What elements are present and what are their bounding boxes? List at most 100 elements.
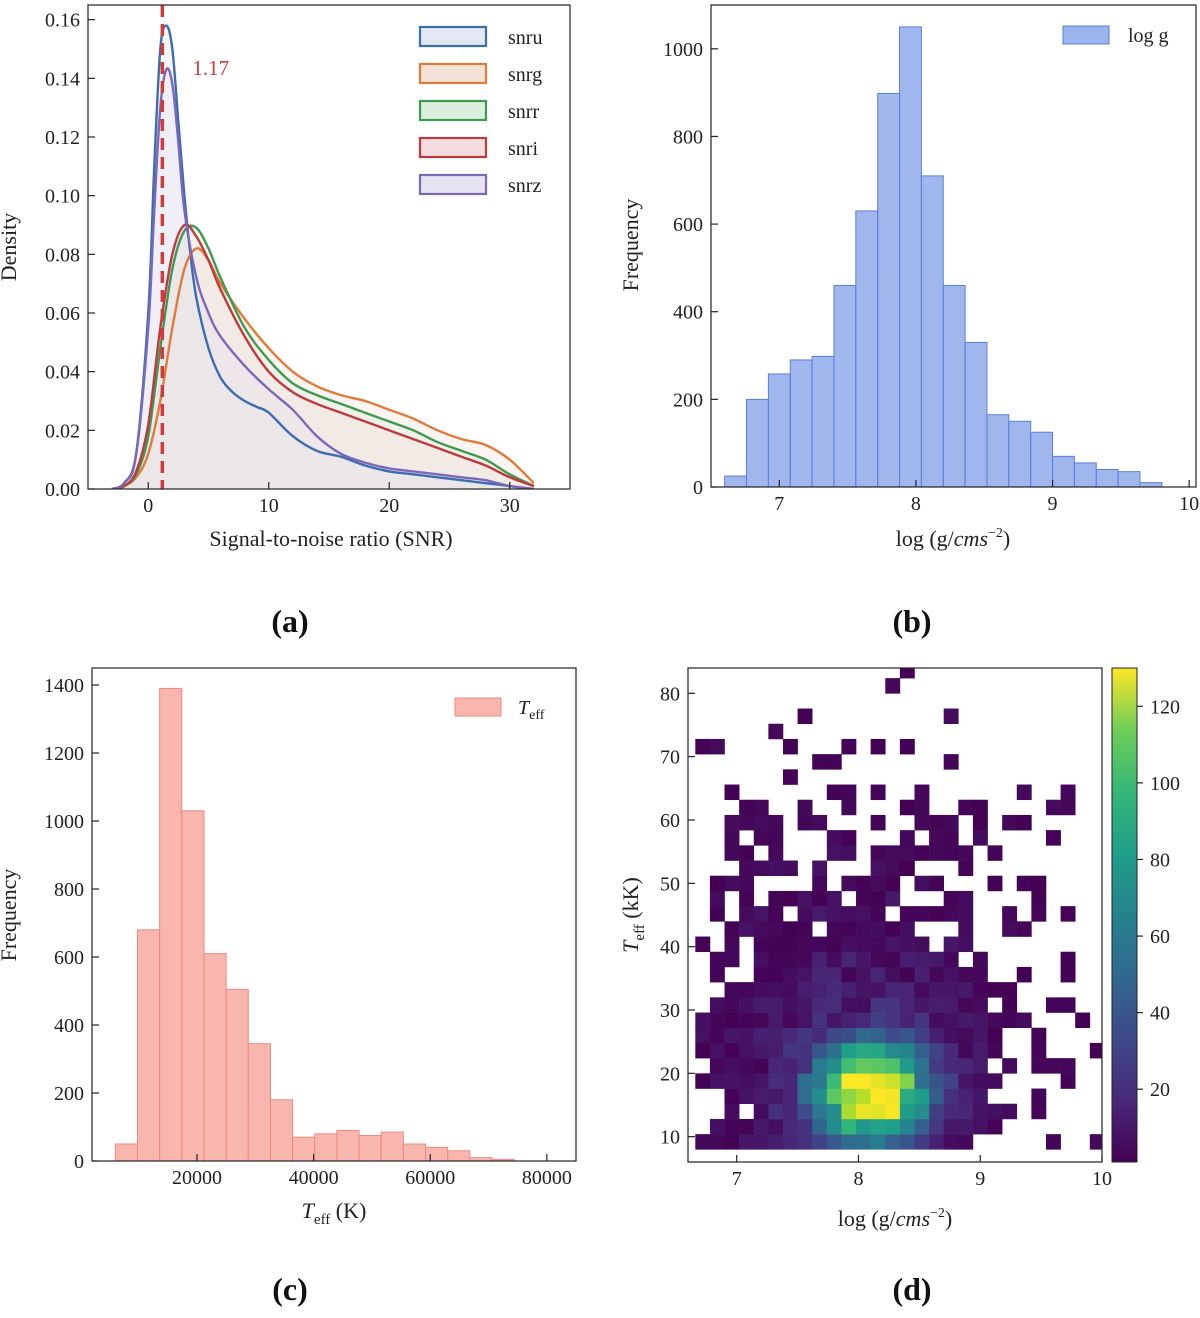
heatmap-cell	[929, 1058, 945, 1074]
heatmap-cell	[826, 936, 842, 953]
panel-b-y-axis-label: Frequency	[618, 199, 643, 292]
heatmap-cell	[1016, 921, 1032, 937]
heatmap-cell	[958, 1042, 974, 1059]
panel-a-ytick-label: 0.08	[45, 244, 80, 266]
heatmap-cell	[739, 1073, 755, 1089]
heatmap-cell	[782, 1103, 798, 1120]
heatmap-cell	[724, 1103, 740, 1120]
kde-line-snru	[111, 24, 534, 489]
heatmap-cell	[914, 906, 930, 922]
heatmap-cell	[914, 875, 930, 892]
heatmap-cell	[943, 982, 959, 998]
panel-a-ytick-label: 0.06	[45, 303, 80, 325]
heatmap-cell	[739, 921, 755, 937]
panel-a-xtick-label: 0	[143, 495, 153, 517]
heatmap-cell	[958, 982, 974, 998]
histogram-bar	[789, 359, 813, 488]
heatmap-cell	[826, 830, 842, 846]
panel-c-ytick-label: 200	[54, 1083, 84, 1105]
panel-c-ytick-label: 600	[54, 947, 84, 969]
heatmap-cell	[812, 982, 828, 998]
heatmap-cell	[943, 1042, 959, 1059]
heatmap-cell	[782, 1134, 798, 1150]
histogram-bar	[920, 175, 944, 488]
heatmap-cell	[739, 982, 755, 998]
heatmap-cell	[885, 875, 901, 892]
heatmap-cell	[826, 1103, 842, 1120]
heatmap-cell	[1045, 1058, 1061, 1074]
panel-d-y-axis-label: Teff (kK)	[618, 877, 648, 953]
heatmap-cell	[739, 890, 755, 907]
heatmap-cell	[768, 1073, 784, 1089]
legend-label-snri: snri	[508, 138, 538, 160]
heatmap-cell	[885, 1118, 901, 1135]
colorbar-tick-label: 20	[1150, 1079, 1170, 1101]
heatmap-cell	[753, 1027, 769, 1044]
heatmap-cell	[797, 1088, 813, 1105]
heatmap-cell	[768, 890, 784, 907]
heatmap-cell	[914, 799, 930, 816]
panel-a-xtick-label: 30	[500, 495, 520, 517]
heatmap-cell	[753, 1103, 769, 1120]
panel-c-legend-label: Teff	[518, 697, 545, 723]
heatmap-cell	[768, 845, 784, 861]
colorbar-tick-label: 40	[1150, 1003, 1170, 1025]
heatmap-cell	[782, 982, 798, 998]
heatmap-cell	[899, 1134, 915, 1150]
panel-b-caption: (b)	[892, 603, 931, 639]
heatmap-cell	[972, 982, 988, 998]
heatmap-cell	[943, 1027, 959, 1044]
kde-fill-snrr	[112, 225, 534, 489]
heatmap-cell	[768, 1088, 784, 1105]
heatmap-cell	[1031, 1103, 1047, 1120]
heatmap-cell	[826, 784, 842, 801]
panel-d-ytick-label: 10	[660, 1127, 680, 1149]
heatmap-cell	[856, 1118, 871, 1135]
heatmap-cell	[958, 1027, 974, 1044]
panel-a-y-axis-label: Density	[0, 213, 21, 281]
heatmap-cell	[709, 890, 725, 907]
panel-a-ytick-label: 0.02	[45, 420, 80, 442]
heatmap-cell	[943, 1134, 959, 1150]
histogram-bar	[1139, 482, 1163, 488]
heatmap-cell	[812, 906, 828, 922]
heatmap-cell	[753, 814, 769, 831]
heatmap-cell	[885, 1103, 901, 1120]
heatmap-cell	[841, 830, 857, 846]
histogram-bar	[380, 1131, 404, 1162]
histogram-bar	[724, 475, 748, 488]
heatmap-cell	[972, 1012, 988, 1029]
heatmap-cell	[987, 875, 1003, 892]
heatmap-cell	[1060, 997, 1076, 1013]
heatmap-cell	[709, 1058, 725, 1074]
heatmap-cell	[1060, 906, 1076, 922]
heatmap-cell	[929, 845, 945, 861]
heatmap-cell	[753, 966, 769, 983]
heatmap-cell	[841, 1134, 857, 1150]
histogram-bar	[942, 284, 966, 488]
heatmap-cell	[987, 845, 1003, 861]
panel-a-frame	[87, 4, 571, 490]
heatmap-cell	[753, 1012, 769, 1029]
heatmap-cell	[958, 1073, 974, 1089]
heatmap-cell	[739, 906, 755, 922]
heatmap-cell	[724, 982, 740, 998]
heatmap-cell	[739, 845, 755, 861]
heatmap-cell	[695, 1134, 711, 1150]
panel-a-x-axis-label: Signal-to-noise ratio (SNR)	[209, 526, 452, 551]
heatmap-cell	[870, 1103, 886, 1120]
heatmap-cell	[870, 1134, 886, 1150]
panel-d-frame	[687, 667, 1103, 1163]
panel-c-frame	[91, 667, 577, 1162]
heatmap-cell	[841, 1103, 857, 1120]
histogram-bar	[767, 373, 791, 488]
panel-d-xtick-label: 10	[1092, 1168, 1112, 1190]
heatmap-cell	[739, 860, 755, 877]
heatmap-cell	[782, 738, 798, 755]
panel-d-axes: 7 8 9 10 10 20 30 40 50 60 70 80	[660, 683, 1112, 1190]
heatmap-cell	[914, 784, 930, 801]
heatmap-cell	[1045, 1134, 1061, 1150]
heatmap-cell	[768, 830, 784, 846]
heatmap-cell	[899, 1073, 915, 1089]
heatmap-cell	[826, 966, 842, 983]
